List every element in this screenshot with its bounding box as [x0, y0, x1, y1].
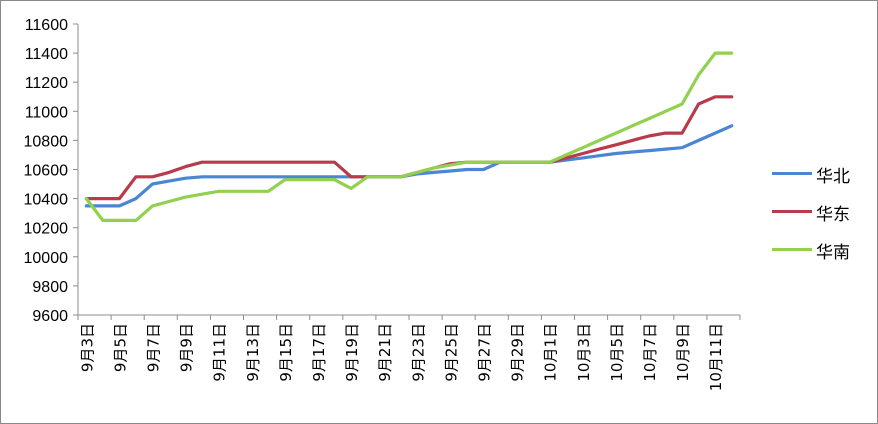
x-tick-label: 10月9日: [674, 323, 692, 382]
x-axis: 9月3日 9月5日 9月7日 9月9日 9月11日 9月13日 9月15日 9月17日 9月19…: [77, 314, 741, 391]
legend-label-huanan: 华南: [816, 243, 850, 263]
y-tick-label: 11600: [25, 17, 68, 34]
x-tick-label: 9月23日: [409, 323, 427, 382]
x-tick-label: 10月7日: [641, 323, 659, 382]
x-tick-label: 9月27日: [475, 323, 493, 382]
x-tick-label: 9月29日: [509, 323, 527, 382]
y-tick-label: 9600: [32, 308, 68, 325]
series-lines: [84, 51, 734, 222]
x-tick-label: 9月9日: [178, 323, 196, 372]
legend-swatch-huadong: [772, 210, 812, 213]
y-tick-label: 11000: [25, 104, 68, 121]
y-tick-label: 11400: [25, 46, 68, 63]
y-tick-label: 9800: [32, 279, 68, 296]
x-tick-label: 9月15日: [277, 323, 295, 382]
x-tick-label: 9月13日: [244, 323, 262, 382]
x-tick-label: 9月21日: [376, 323, 394, 382]
x-tick-label: 10月3日: [575, 323, 593, 382]
x-tick-label: 9月17日: [310, 323, 328, 382]
x-tick-label: 10月11日: [707, 323, 725, 391]
legend-label-huabei: 华北: [816, 167, 850, 187]
y-axis: 9600 9800 10000 10200 10400 10600 10800 11000 11…: [24, 17, 79, 325]
x-tick-label: 9月7日: [144, 323, 162, 372]
y-tick-label: 10400: [24, 192, 69, 209]
y-tick-label: 10200: [24, 221, 69, 238]
legend-item-huanan: 华南: [768, 234, 868, 272]
legend-item-huabei: 华北: [768, 158, 868, 196]
x-tick-label: 10月5日: [608, 323, 626, 382]
x-tick-label: 9月11日: [211, 323, 229, 382]
legend-swatch-huanan: [772, 248, 812, 251]
x-tick-label: 9月25日: [442, 323, 460, 382]
series-line-2: [84, 51, 734, 222]
legend-swatch-huabei: [772, 172, 812, 175]
y-tick-label: 10800: [24, 133, 69, 150]
legend-item-huadong: 华东: [768, 196, 868, 234]
y-tick-label: 10000: [24, 250, 69, 267]
x-tick-label: 9月3日: [78, 323, 96, 372]
y-tick-label: 11200: [25, 75, 68, 92]
legend: 华北 华东 华南: [768, 158, 868, 272]
legend-label-huadong: 华东: [816, 205, 850, 225]
x-tick-label: 9月19日: [343, 323, 361, 382]
y-tick-label: 10600: [24, 163, 69, 180]
x-tick-label: 9月5日: [111, 323, 129, 372]
x-tick-label: 10月1日: [542, 323, 560, 382]
series-line-1: [84, 95, 734, 201]
